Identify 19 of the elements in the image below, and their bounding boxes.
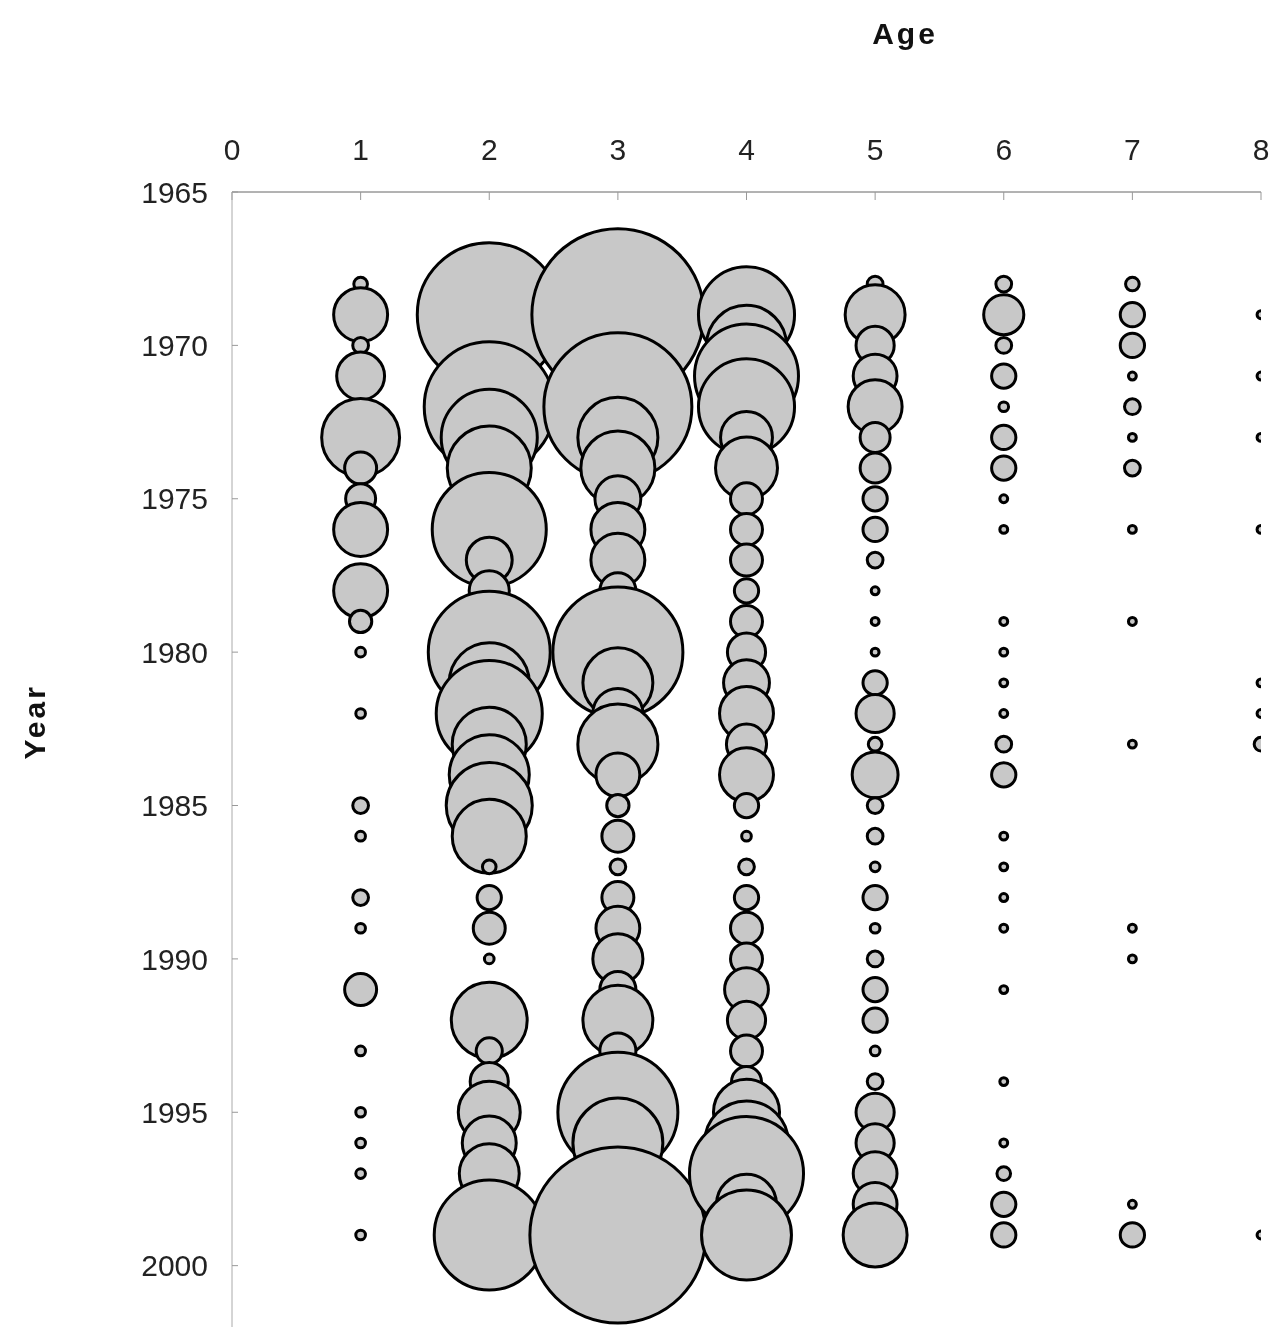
y-tick-label: 1975 (141, 482, 208, 516)
y-tick-label: 2000 (141, 1249, 208, 1283)
x-tick-label: 1 (352, 133, 369, 166)
x-tick-label: 8 (1252, 133, 1270, 166)
x-tick-label: 3 (609, 133, 627, 166)
y-tick-label: 1980 (141, 635, 208, 669)
x-tick-label: 5 (866, 133, 884, 166)
y-tick-label: 1965 (141, 175, 208, 209)
x-axis-title: Age (872, 17, 938, 50)
x-tick-label: 6 (995, 133, 1013, 166)
y-tick-label: 1995 (141, 1095, 208, 1129)
x-tick-label: 2 (480, 133, 498, 166)
y-tick-label: 1970 (141, 329, 208, 363)
y-tick-label: 1990 (141, 942, 208, 976)
x-tick-label: 0 (223, 133, 241, 166)
x-tick-label: 7 (1124, 133, 1141, 166)
y-axis-title: Year (17, 684, 51, 760)
y-tick-label: 1985 (141, 789, 208, 823)
x-tick-label: 4 (738, 133, 755, 166)
